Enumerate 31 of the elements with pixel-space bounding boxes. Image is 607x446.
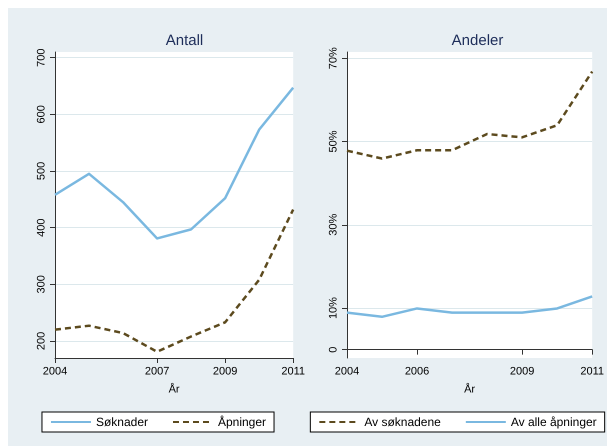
legend-label: Søknader xyxy=(96,415,148,429)
line-series xyxy=(346,70,594,160)
y-tick-label: 0 xyxy=(328,346,340,353)
x-tick-label: 2011 xyxy=(281,366,305,378)
y-tick-label: 400 xyxy=(36,218,48,237)
chart-title: Antall xyxy=(166,32,204,49)
y-tick-label: 500 xyxy=(36,162,48,180)
x-axis-title: År xyxy=(168,382,180,396)
y-tick-label: 300 xyxy=(36,275,48,294)
y-tick-label: 700 xyxy=(36,48,48,67)
x-tick-label: 2011 xyxy=(580,366,604,378)
y-tick-label: 30% xyxy=(328,214,340,236)
x-tick-label: 2004 xyxy=(334,366,360,378)
x-axis-title: År xyxy=(464,382,476,396)
x-tick-label: 2006 xyxy=(404,366,430,378)
y-tick-label: 50% xyxy=(328,130,340,153)
line-series xyxy=(54,86,294,240)
legend-label: Av søknadene xyxy=(364,415,442,429)
chart-title: Andeler xyxy=(452,32,504,49)
legend-label: Av alle åpninger xyxy=(510,415,597,429)
x-tick-label: 2009 xyxy=(510,366,534,378)
line-series xyxy=(346,295,594,318)
line-series xyxy=(54,208,294,354)
x-tick-label: 2007 xyxy=(144,366,170,378)
x-tick-label: 2004 xyxy=(42,366,68,378)
x-tick-label: 2009 xyxy=(212,366,238,378)
legend-label: Åpninger xyxy=(218,415,266,429)
y-tick-label: 600 xyxy=(36,105,48,124)
y-tick-label: 10% xyxy=(328,296,340,320)
y-tick-label: 200 xyxy=(36,332,48,350)
y-tick-label: 70% xyxy=(328,47,340,70)
